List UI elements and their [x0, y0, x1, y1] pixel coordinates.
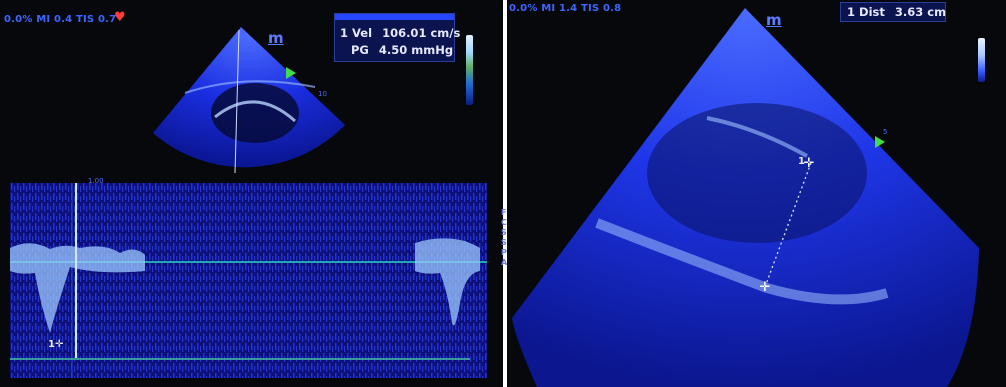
right-probe-marker: m: [766, 11, 782, 29]
right-measurement-box: 1 Dist 3.63 cm: [840, 2, 946, 22]
pressure-gradient-row: PG 4.50 mmHg: [351, 43, 453, 57]
distance-label: Dist: [859, 5, 885, 19]
distance-caliper-line: [764, 162, 812, 288]
left-ultrasound-panel: 0.0% MI 0.4 TIS 0.7 ♥ m 10 1 Vel 106.01 …: [0, 0, 503, 387]
heart-icon: ♥: [114, 10, 126, 25]
doppler-scale-label: 1.00: [88, 177, 104, 185]
right-orientation-arrow-icon: [875, 136, 885, 148]
velocity-index: 1: [340, 26, 349, 40]
left-measurement-box: 1 Vel 106.01 cm/s PG 4.50 mmHg: [334, 13, 460, 62]
caliper-end-mark: ✛: [760, 280, 771, 295]
pressure-gradient-label: PG: [351, 43, 369, 57]
velocity-label: Vel: [352, 26, 373, 40]
doppler-cursor-label: 1✛: [48, 339, 64, 350]
pressure-gradient-value: 4.50 mmHg: [378, 43, 454, 57]
caliper-label: 1: [798, 156, 805, 167]
distance-row: 1 Dist 3.63 cm: [847, 5, 946, 19]
distance-index: 1: [847, 5, 856, 19]
distance-value: 3.63 cm: [894, 5, 947, 19]
right-color-scale-bar: [978, 38, 985, 82]
flow-envelope-left: [10, 243, 145, 333]
right-depth-label: 5: [883, 128, 888, 136]
left-sector-image: [153, 27, 345, 174]
velocity-value: 106.01 cm/s: [382, 26, 461, 40]
measurement-box-header-bar: [335, 14, 454, 20]
caliper-start-mark: ✛: [804, 156, 815, 171]
left-color-scale-bar: [466, 35, 473, 105]
left-cursor-line: [234, 29, 240, 174]
flow-envelope-right: [415, 238, 480, 326]
side-letters: F C S S P A: [501, 208, 508, 267]
velocity-row: 1 Vel 106.01 cm/s: [340, 26, 460, 40]
left-probe-marker: m: [268, 29, 284, 47]
orientation-arrow-icon: [286, 67, 296, 79]
doppler-spectrum: [10, 183, 487, 378]
left-scan-header: 0.0% MI 0.4 TIS 0.7: [4, 14, 117, 25]
right-scan-header: 0.0% MI 1.4 TIS 0.8: [509, 3, 622, 14]
left-depth-label: 10: [318, 90, 327, 98]
right-ultrasound-panel: 0.0% MI 1.4 TIS 0.8 m 1 Dist 3.63 cm ✛ ✛…: [507, 0, 1006, 387]
right-sector-image: ✛ ✛: [512, 8, 979, 387]
tissue-band: [595, 218, 889, 305]
